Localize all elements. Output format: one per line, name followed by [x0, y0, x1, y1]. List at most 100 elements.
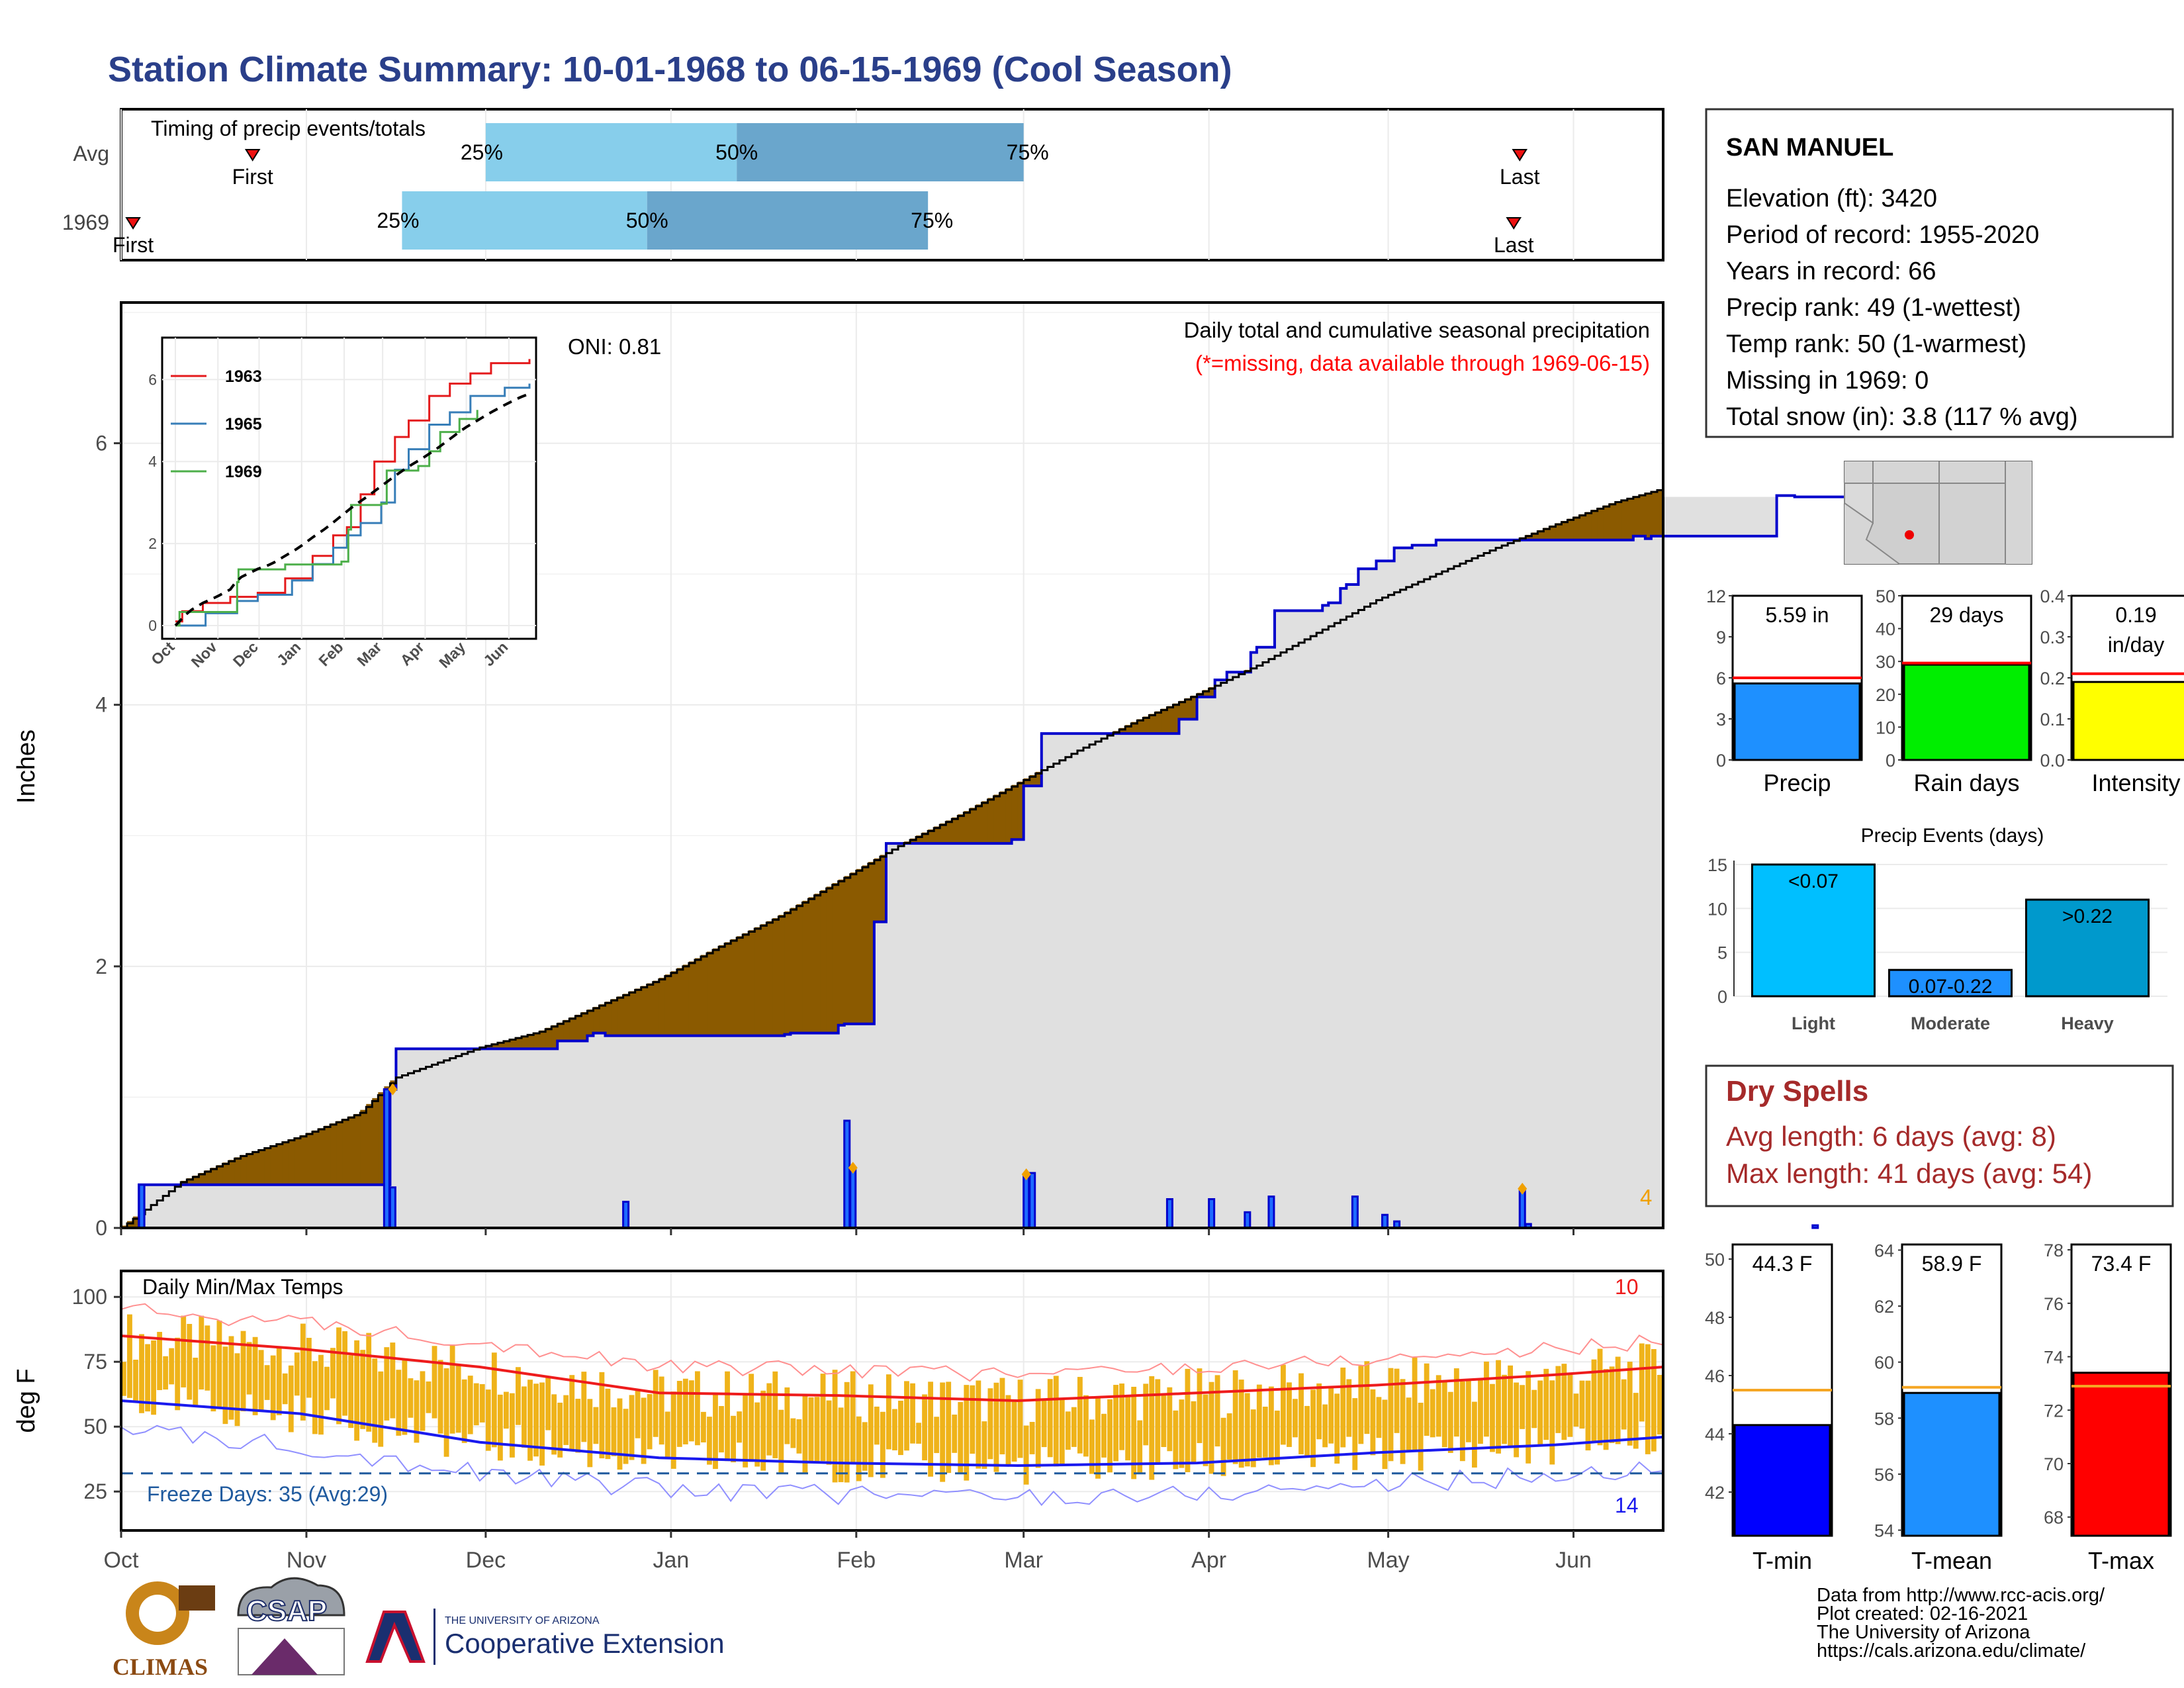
temp-day-bar	[1441, 1382, 1447, 1448]
temp-day-bar	[599, 1372, 605, 1459]
precip-diff-day-97	[701, 955, 707, 1036]
temp-day-bar	[563, 1395, 569, 1445]
precip-summary-precip-tick-1: 3	[1716, 710, 1726, 729]
station-line-missing: Missing in 1969: 0	[1726, 367, 1929, 395]
temp-day-bar	[904, 1381, 909, 1451]
precip-summary-raindays-tick-2: 20	[1876, 685, 1895, 705]
temp-day-bar	[234, 1353, 240, 1427]
precip-diff-day-99	[713, 948, 719, 1036]
precip-diff-day-141	[964, 811, 971, 844]
precip-diff-day-2	[133, 1216, 140, 1228]
inset-legend-label-1969: 1969	[225, 463, 262, 481]
precip-diff-day-96	[694, 958, 702, 1036]
daily-precip-bar	[1208, 1198, 1216, 1229]
precip-diff-day-178	[1185, 698, 1192, 720]
precip-diff-day-32	[312, 1130, 319, 1185]
precip-diff-day-95	[688, 961, 696, 1036]
footer-line-created: Plot created: 02-16-2021	[1817, 1603, 2028, 1624]
university-of-arizona-logo: THE UNIVERSITY OF ARIZONA Cooperative Ex…	[365, 1609, 725, 1665]
locator-map	[1844, 461, 2032, 565]
temp-day-bar	[623, 1409, 629, 1464]
temp-day-bar	[1017, 1380, 1023, 1458]
timing-first-marker-0	[244, 149, 261, 162]
precip-diff-day-143	[976, 804, 983, 844]
temp-day-bar	[1107, 1399, 1113, 1473]
precip-diff-day-80	[599, 1004, 606, 1033]
temp-day-bar	[390, 1342, 396, 1419]
precip-diff-day-120	[838, 879, 845, 1025]
precip-events-chart: Precip Events (days) 0 5 10 15 <0.07 Light 0.07…	[1707, 825, 2167, 1033]
temp-day-bar	[1430, 1389, 1435, 1438]
max-record-count: 10	[1615, 1275, 1639, 1299]
temp-day-bar	[282, 1373, 288, 1405]
precip-diff-day-75	[569, 1017, 576, 1041]
temp-day-bar	[1555, 1366, 1561, 1433]
precip-diff-day-146	[993, 794, 1001, 844]
temp-day-bar	[569, 1375, 575, 1450]
precip-summary-raindays-value: 29 days	[1929, 603, 2003, 627]
events-bar-value-1: 0.07-0.22	[1909, 976, 1993, 998]
temp-day-bar	[1633, 1393, 1639, 1449]
temp-day-bar	[1364, 1361, 1370, 1434]
precip-diff-day-43	[378, 1092, 385, 1185]
precip-summary-precip-tick-3: 9	[1716, 628, 1726, 647]
temp-day-bar	[228, 1336, 234, 1420]
temp-ytick-label-3: 100	[72, 1285, 107, 1309]
precip-diff-day-15	[210, 1168, 218, 1185]
timing-last-label-1: Last	[1494, 233, 1534, 257]
temp-day-bar	[533, 1383, 539, 1457]
precip-diff-day-27	[282, 1141, 289, 1185]
temp-day-bar	[778, 1409, 784, 1474]
temp-summary-tmax-tick-5: 78	[2044, 1241, 2064, 1260]
precip-diff-day-94	[682, 964, 690, 1036]
events-bar-2	[2025, 898, 2150, 998]
timing-last-label-0: Last	[1500, 165, 1540, 189]
temp-day-bar	[169, 1348, 175, 1385]
temp-summary-tmean-tick-0: 54	[1874, 1521, 1894, 1541]
daily-precip-bar	[1267, 1196, 1275, 1229]
temp-xtick-label-3: Jan	[653, 1548, 689, 1573]
timing-q75-label-1: 75%	[911, 209, 953, 232]
precip-diff-day-247	[1597, 507, 1604, 540]
precip-diff-day-113	[796, 904, 803, 1033]
precip-summary-raindays-tick-3: 30	[1876, 652, 1895, 672]
temp-summary-tmean-tick-2: 58	[1874, 1409, 1894, 1429]
precip-diff-day-68	[527, 1034, 534, 1049]
precip-diff-day-168	[1125, 725, 1132, 734]
precip-ytick-label-0: 0	[95, 1216, 107, 1240]
temp-day-bar	[473, 1383, 479, 1426]
precip-diff-day-139	[952, 817, 958, 844]
precip-diff-day-87	[641, 986, 648, 1036]
precip-diff-day-92	[670, 971, 678, 1036]
temp-day-bar	[682, 1378, 688, 1444]
temp-day-bar	[354, 1340, 360, 1441]
temp-summary-tmean-tick-4: 62	[1874, 1297, 1894, 1317]
temp-day-bar	[796, 1419, 802, 1454]
temp-summary-tmax-bar	[2072, 1372, 2170, 1537]
precip-summary-raindays-tick-4: 40	[1876, 620, 1895, 639]
temp-day-bar	[587, 1399, 593, 1468]
precip-diff-day-82	[611, 999, 618, 1036]
precip-diff-day-243	[1573, 516, 1580, 540]
precip-diff-day-149	[1011, 784, 1019, 840]
temp-day-bar	[1627, 1362, 1633, 1446]
temp-day-bar	[449, 1344, 455, 1434]
temp-day-bar	[1161, 1394, 1167, 1448]
temp-day-bar	[145, 1344, 150, 1412]
precip-diff-day-40	[360, 1109, 367, 1185]
precip-diff-day-84	[623, 994, 630, 1036]
precip-summary-intensity-tick-0: 0.0	[2040, 751, 2065, 771]
temp-day-bar	[826, 1400, 832, 1465]
temp-day-bar	[1095, 1396, 1101, 1479]
temp-day-bar	[784, 1387, 790, 1444]
cumulative-precip-line	[121, 494, 1915, 1229]
snow-marker-0	[388, 1083, 398, 1096]
page-title: Station Climate Summary: 10-01-1968 to 0…	[108, 50, 1232, 89]
precip-diff-day-104	[743, 933, 749, 1036]
precip-diff-day-26	[276, 1143, 283, 1185]
precip-diff-day-103	[737, 936, 743, 1036]
temp-day-bar	[485, 1389, 491, 1451]
temp-day-bar	[1143, 1383, 1149, 1446]
temp-day-bar	[1047, 1379, 1053, 1458]
